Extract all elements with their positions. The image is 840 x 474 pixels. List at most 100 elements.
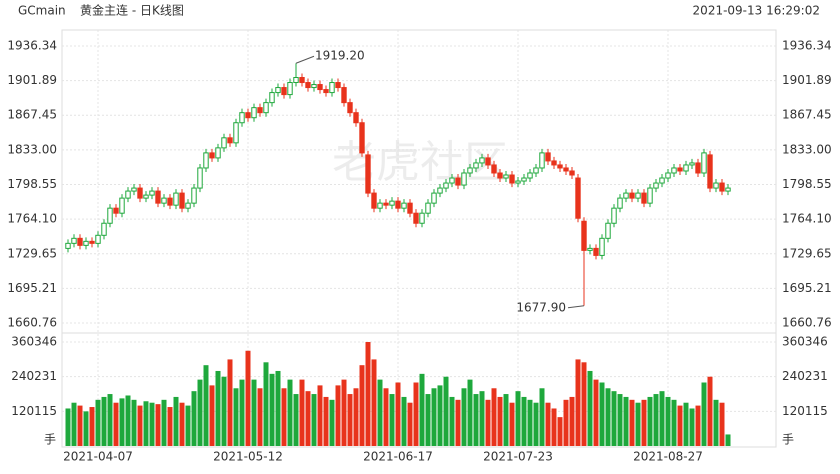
candle-body (545, 152, 551, 162)
candle-body (725, 187, 731, 192)
volume-bar (281, 388, 287, 446)
volume-bar (665, 396, 671, 446)
volume-bar (383, 388, 389, 446)
volume-bar (407, 402, 413, 446)
candle-body (269, 92, 275, 104)
volume-bar (371, 359, 377, 446)
volume-bar (509, 402, 515, 446)
x-tick-label: 2021-05-12 (213, 450, 283, 464)
candle-body (515, 180, 521, 184)
volume-bar (641, 399, 647, 446)
volume-bar (125, 395, 131, 446)
volume-tick-label: 360346 (11, 335, 57, 349)
candle-body (653, 182, 659, 189)
volume-bar (455, 399, 461, 446)
volume-tick-label: 120115 (11, 404, 57, 418)
volume-bar (653, 394, 659, 446)
candle-body (185, 202, 191, 209)
y-tick-label: 1936.34 (782, 39, 832, 53)
volume-bar (515, 391, 521, 446)
candle-body (671, 167, 677, 174)
candle-body (431, 192, 437, 204)
x-tick-label: 2021-06-17 (363, 450, 433, 464)
candle-body (473, 162, 479, 169)
volume-bar (299, 379, 305, 446)
x-tick-label: 2021-07-23 (483, 450, 553, 464)
volume-bar (551, 408, 557, 446)
candle-body (275, 87, 281, 94)
candle-body (401, 202, 407, 209)
candle-body (647, 187, 653, 204)
volume-bar (521, 396, 527, 446)
candle-body (125, 190, 131, 199)
candle-body (701, 152, 707, 174)
volume-bar (275, 370, 281, 446)
candle-body (533, 167, 539, 174)
plot-frame (61, 29, 777, 448)
volume-bar (671, 399, 677, 446)
candle-body (665, 172, 671, 179)
volume-bar (563, 399, 569, 446)
min-label: 1677.90 (516, 300, 566, 314)
volume-bar (413, 382, 419, 446)
volume-bar (443, 376, 449, 446)
volume-bar (335, 385, 341, 446)
candle-body (173, 192, 179, 206)
candle-body (191, 187, 197, 204)
volume-bar (401, 396, 407, 446)
candle-body (419, 212, 425, 224)
candle-body (629, 192, 635, 199)
candle-body (713, 182, 719, 189)
candle-body (689, 162, 695, 166)
candle-body (503, 174, 509, 179)
volume-tick-label: 240231 (11, 369, 57, 383)
volume-bar (365, 342, 371, 446)
candle-body (311, 84, 317, 89)
volume-bar (341, 379, 347, 446)
candle-body (155, 190, 161, 204)
volume-bar (107, 394, 113, 446)
candle-body (443, 182, 449, 189)
volume-bar (239, 379, 245, 446)
volume-bar (659, 391, 665, 446)
candle-body (71, 237, 77, 244)
volume-bar (581, 362, 587, 446)
volume-bar (269, 373, 275, 446)
candle-body (227, 137, 233, 144)
volume-bar (689, 408, 695, 446)
candle-body (677, 167, 683, 172)
candle-body (407, 202, 413, 214)
volume-bar (95, 399, 101, 446)
candle-body (233, 122, 239, 144)
candle-body (353, 112, 359, 124)
volume-bar (131, 399, 137, 446)
volume-bar (227, 359, 233, 446)
symbol: GCmain (18, 4, 66, 18)
candle-body (683, 164, 689, 172)
volume-bar (725, 434, 731, 446)
candle-body (605, 222, 611, 239)
candle-body (425, 202, 431, 214)
volume-bar (617, 394, 623, 446)
y-tick-label: 1764.10 (782, 212, 832, 226)
candle-body (161, 197, 167, 204)
volume-bar (539, 388, 545, 446)
y-tick-label: 1936.34 (7, 39, 57, 53)
volume-bar (287, 379, 293, 446)
candle-body (491, 164, 497, 174)
volume-bar (83, 411, 89, 446)
candle-body (599, 237, 605, 256)
candle-body (335, 82, 341, 89)
candle-body (551, 160, 557, 166)
y-tick-label: 1833.00 (782, 142, 832, 156)
candle-body (299, 77, 305, 84)
y-tick-label: 1798.55 (7, 177, 57, 191)
volume-bar (635, 402, 641, 446)
volume-bar (629, 399, 635, 446)
volume-bar (437, 385, 443, 446)
y-tick-label: 1729.65 (782, 246, 832, 260)
candle-body (509, 174, 515, 184)
candle-body (77, 237, 83, 246)
candle-body (521, 177, 527, 182)
volume-bar (173, 396, 179, 446)
